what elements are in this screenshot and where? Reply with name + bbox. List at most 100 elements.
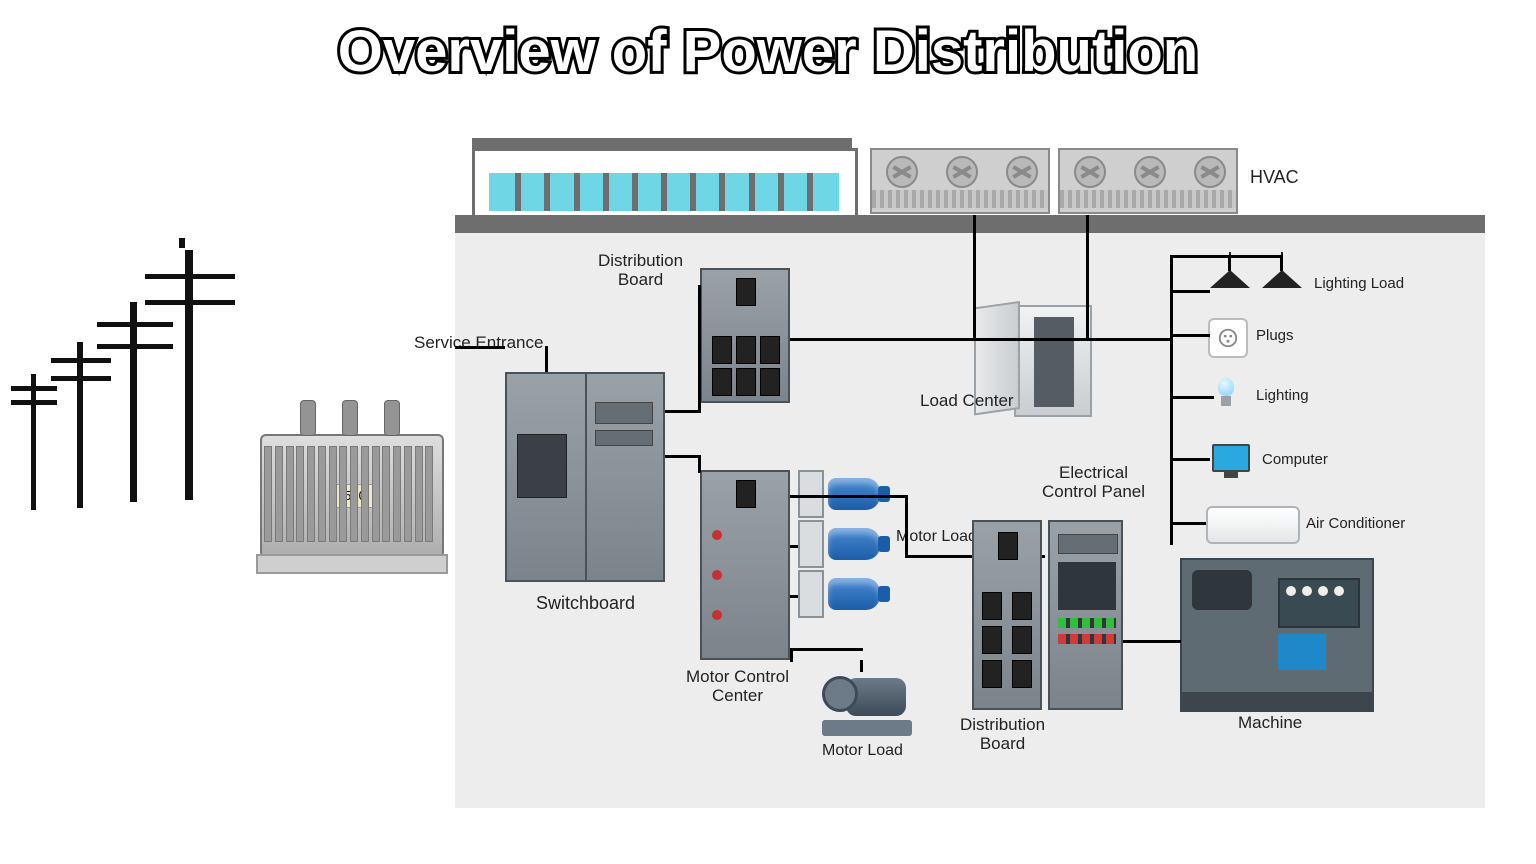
pump: [818, 668, 918, 738]
wire: [545, 346, 548, 372]
utility-poles: [15, 250, 245, 510]
meter-panel: [595, 402, 653, 424]
machine-label: Machine: [1238, 714, 1302, 733]
building-upper: [472, 148, 858, 219]
wire: [1170, 290, 1210, 293]
breaker-icon: [1012, 660, 1032, 688]
breaker-icon: [998, 532, 1018, 560]
machine-panel: [1278, 578, 1360, 628]
fan-icon: [1194, 156, 1226, 188]
electrical-control-panel: [1048, 520, 1123, 710]
wire: [1042, 555, 1045, 558]
wire: [1170, 396, 1214, 399]
building-windows: [489, 173, 839, 211]
breaker-icon: [760, 368, 780, 396]
hvac-unit-1: [870, 148, 1050, 214]
breaker-icon: [736, 480, 756, 508]
pump-label: Motor Load: [822, 742, 903, 760]
wire: [790, 648, 863, 651]
hvac-louvers: [1060, 190, 1236, 208]
machine-drum: [1192, 570, 1252, 610]
breaker-icon: [1012, 592, 1032, 620]
motor-starter: [798, 570, 824, 618]
breaker-icon: [736, 368, 756, 396]
mcc-label: Motor Control Center: [686, 668, 789, 705]
wire: [1170, 255, 1173, 545]
computer-icon: [1212, 444, 1250, 472]
transformer-base: [256, 554, 448, 574]
wire: [455, 346, 505, 349]
fan-icon: [946, 156, 978, 188]
load-center-label: Load Center: [920, 392, 1014, 411]
pendant-lamp-icon: [1262, 270, 1302, 288]
led-row: [1058, 634, 1116, 644]
wire: [790, 648, 793, 662]
bushing-icon: [300, 400, 316, 436]
wire: [1170, 334, 1210, 337]
wire: [790, 595, 798, 598]
plugs-label: Plugs: [1256, 328, 1294, 345]
wire: [973, 215, 976, 338]
page-title-fill: Overview of Power Distribution: [0, 18, 1536, 85]
switchboard: [505, 372, 665, 582]
fan-icon: [1074, 156, 1106, 188]
breaker-column: [1034, 317, 1074, 407]
motor-control-center: [700, 470, 790, 660]
hvac-unit-2: [1058, 148, 1238, 214]
ac-label: Air Conditioner: [1306, 516, 1405, 533]
indicator-icon: [712, 570, 722, 580]
plug-icon: [1208, 318, 1248, 358]
control-screen: [1058, 562, 1116, 610]
meter-row: [1058, 534, 1118, 554]
hvac-label: HVAC: [1250, 168, 1299, 188]
wire: [1228, 255, 1283, 258]
wire: [905, 555, 972, 558]
wire: [905, 495, 908, 555]
wire: [860, 660, 863, 672]
breaker-icon: [760, 336, 780, 364]
bushing-icon: [342, 400, 358, 436]
lighting-label: Lighting: [1256, 388, 1309, 405]
distribution-board-bottom: [972, 520, 1042, 710]
fan-icon: [1006, 156, 1038, 188]
wire: [790, 545, 798, 548]
lighting-load-label: Lighting Load: [1314, 276, 1404, 293]
cabinet-divider: [585, 374, 587, 580]
wire: [1170, 458, 1210, 461]
machine-base: [1182, 692, 1372, 710]
motor-load-label: Motor Load: [896, 528, 977, 546]
indicator-icon: [712, 530, 722, 540]
electrical-control-panel-label: Electrical Control Panel: [1042, 464, 1145, 501]
machine-screen: [1278, 634, 1326, 670]
motor-starter: [798, 470, 824, 518]
transformer-fins: [264, 438, 436, 550]
wire: [698, 455, 701, 473]
breaker-icon: [982, 626, 1002, 654]
breaker-icon: [712, 368, 732, 396]
hvac-louvers: [872, 190, 1048, 208]
wire: [790, 495, 905, 498]
ac-icon: [1206, 506, 1300, 544]
distribution-board-top: [700, 268, 790, 403]
bulb-icon: [1216, 378, 1236, 406]
motor-icon: [828, 528, 880, 560]
breaker-icon: [1012, 626, 1032, 654]
wire: [1170, 255, 1230, 258]
pendant-lamp-icon: [1210, 270, 1250, 288]
breaker-panel: [517, 434, 567, 498]
page-title: Overview of Power Distribution Overview …: [0, 18, 1536, 85]
fan-icon: [1134, 156, 1166, 188]
dial-icon: [1334, 586, 1344, 596]
bushing-icon: [384, 400, 400, 436]
dial-icon: [1318, 586, 1328, 596]
breaker-icon: [982, 592, 1002, 620]
indicator-icon: [712, 610, 722, 620]
fan-icon: [886, 156, 918, 188]
transformer: 500: [250, 400, 450, 580]
wire: [665, 410, 701, 413]
breaker-icon: [736, 278, 756, 306]
wire: [1123, 640, 1181, 643]
service-entrance-label: Service Entrance: [414, 334, 543, 353]
wire: [1086, 215, 1089, 338]
pump-base: [822, 720, 912, 736]
